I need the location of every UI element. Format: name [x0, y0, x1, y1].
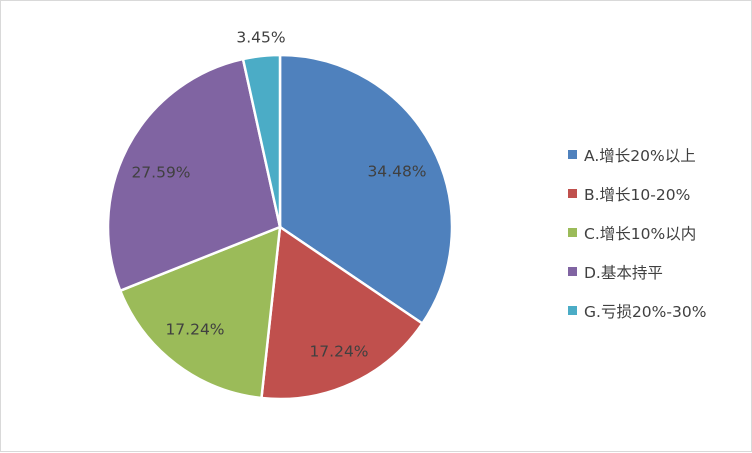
legend-swatch [568, 150, 577, 159]
legend-label: D.基本持平 [584, 263, 663, 282]
legend-item-4: D.基本持平 [568, 252, 748, 291]
legend-item-2: B.增长10-20% [568, 174, 748, 213]
pie-slice-4 [106, 57, 282, 293]
legend-item-3: C.增长10%以内 [568, 213, 748, 252]
pie-slice-3 [118, 225, 282, 400]
legend-swatch [568, 267, 577, 276]
data-label-5: 3.45% [236, 29, 285, 47]
data-label-3: 17.24% [165, 321, 224, 339]
legend-label: B.增长10-20% [584, 185, 691, 204]
legend-label: C.增长10%以内 [584, 224, 697, 243]
legend-swatch [568, 228, 577, 237]
data-label-1: 34.48% [367, 163, 426, 181]
legend-item-5: G.亏损20%-30% [568, 291, 748, 330]
data-label-4: 27.59% [131, 164, 190, 182]
pie-slice-2 [260, 224, 425, 401]
legend-item-1: A.增长20%以上 [568, 135, 748, 174]
legend-swatch [568, 189, 577, 198]
data-label-2: 17.24% [309, 343, 368, 361]
pie-slice-1 [278, 53, 454, 326]
legend-swatch [568, 306, 577, 315]
legend-label: A.增长20%以上 [584, 146, 696, 165]
legend: A.增长20%以上 B.增长10-20% C.增长10%以内 D.基本持平 G.亏损20… [568, 135, 748, 330]
pie-slice-5 [241, 53, 282, 228]
legend-label: G.亏损20%-30% [584, 302, 707, 321]
